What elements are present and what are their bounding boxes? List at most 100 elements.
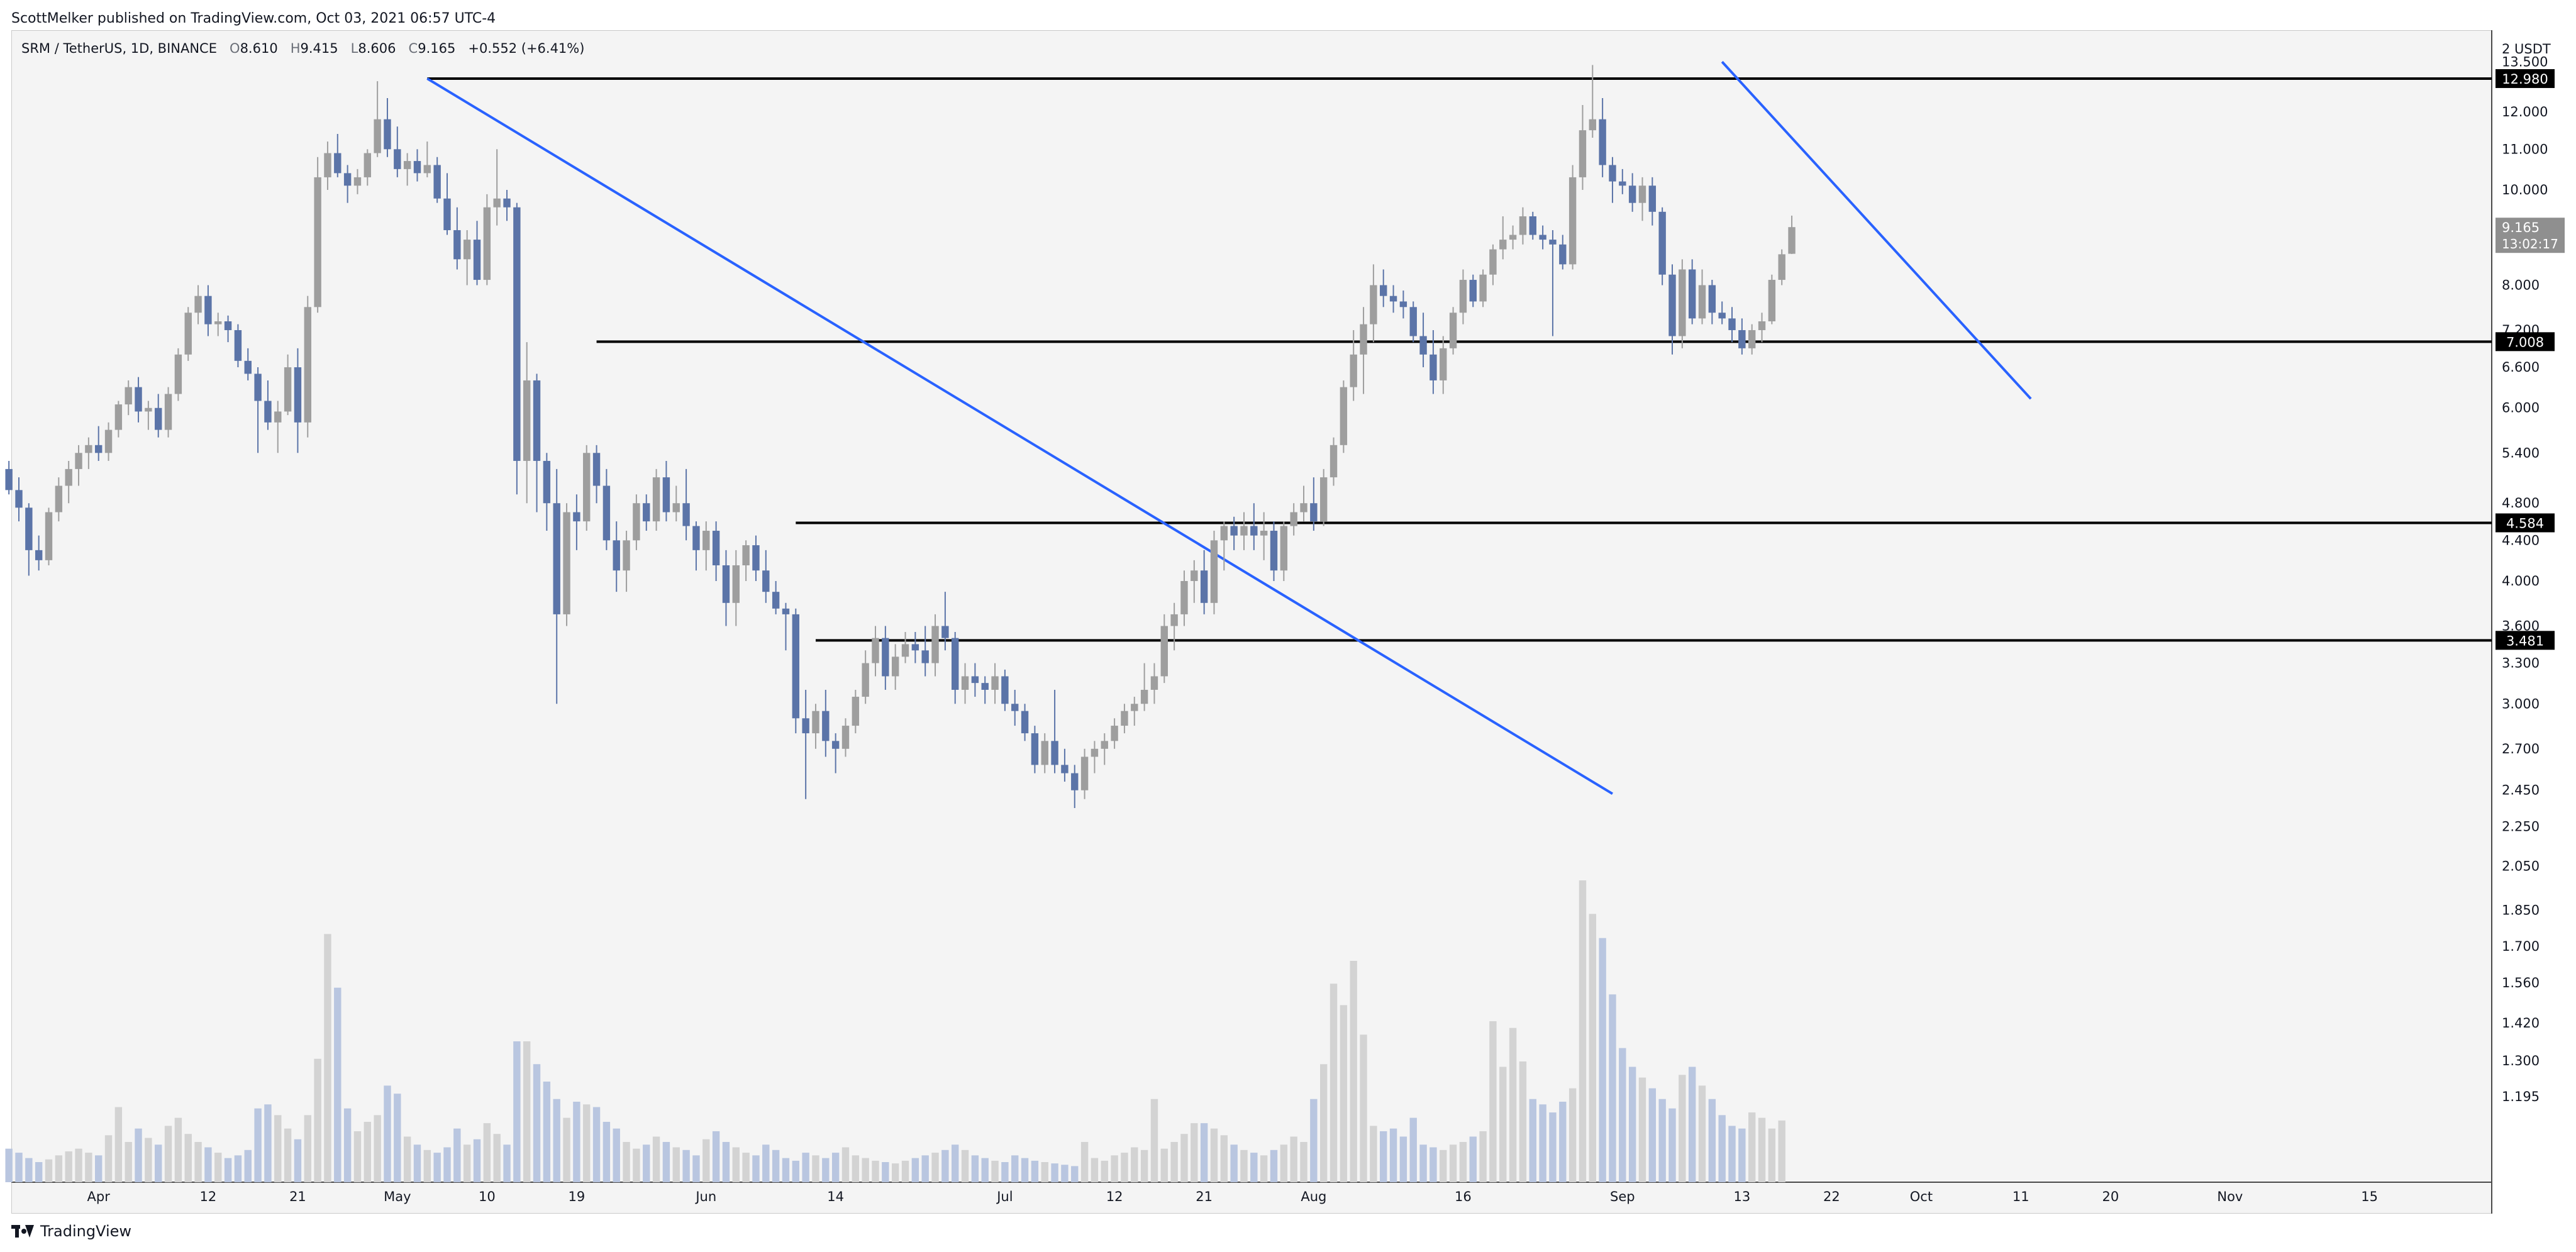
candle[interactable] xyxy=(643,494,650,531)
candle[interactable] xyxy=(45,507,53,565)
candle[interactable] xyxy=(573,494,580,550)
candle[interactable] xyxy=(1061,748,1069,782)
candle[interactable] xyxy=(812,704,819,749)
candle[interactable] xyxy=(523,342,531,504)
candle[interactable] xyxy=(1031,726,1039,773)
candle[interactable] xyxy=(1380,269,1387,307)
candle[interactable] xyxy=(423,141,431,177)
candle[interactable] xyxy=(1260,512,1268,560)
candle[interactable] xyxy=(1051,690,1058,773)
candle[interactable] xyxy=(1698,269,1706,324)
candle[interactable] xyxy=(602,468,611,550)
candle[interactable] xyxy=(334,134,341,177)
candle[interactable] xyxy=(314,157,321,313)
candle[interactable] xyxy=(712,521,720,581)
candle[interactable] xyxy=(304,296,311,438)
candle[interactable] xyxy=(1738,318,1746,355)
candle[interactable] xyxy=(413,149,421,182)
candle[interactable] xyxy=(1290,503,1297,536)
candle[interactable] xyxy=(1210,531,1218,614)
candle[interactable] xyxy=(623,531,630,592)
candle[interactable] xyxy=(274,401,282,453)
candle[interactable] xyxy=(453,207,461,270)
candle[interactable] xyxy=(772,580,780,614)
candle[interactable] xyxy=(872,626,879,677)
candle[interactable] xyxy=(1758,313,1766,343)
candle[interactable] xyxy=(1370,264,1377,343)
candle[interactable] xyxy=(1499,216,1507,260)
candle[interactable] xyxy=(1718,301,1726,324)
candle[interactable] xyxy=(433,157,441,203)
candle[interactable] xyxy=(1330,437,1338,486)
candle[interactable] xyxy=(145,401,152,430)
candle[interactable] xyxy=(1011,690,1019,726)
candle[interactable] xyxy=(911,631,919,663)
candle[interactable] xyxy=(971,663,979,697)
candle[interactable] xyxy=(1350,330,1357,401)
candle[interactable] xyxy=(682,468,690,541)
candle[interactable] xyxy=(1230,516,1238,550)
candle[interactable] xyxy=(1449,307,1457,355)
candle[interactable] xyxy=(862,650,869,704)
candle[interactable] xyxy=(1628,173,1636,212)
candle[interactable] xyxy=(1071,765,1079,809)
candle[interactable] xyxy=(792,608,800,734)
candle[interactable] xyxy=(1220,521,1228,571)
candle[interactable] xyxy=(114,401,123,438)
candle[interactable] xyxy=(1589,65,1596,138)
candle[interactable] xyxy=(702,521,710,571)
candle[interactable] xyxy=(104,422,113,461)
candle[interactable] xyxy=(1708,280,1716,324)
candle[interactable] xyxy=(1440,336,1447,394)
candle[interactable] xyxy=(1140,663,1148,711)
candle[interactable] xyxy=(194,285,202,324)
candle[interactable] xyxy=(473,221,481,285)
candle[interactable] xyxy=(463,230,471,285)
chart-pane[interactable] xyxy=(11,30,2492,1214)
trendline[interactable] xyxy=(1721,60,2032,400)
candle[interactable] xyxy=(1131,697,1138,726)
candle[interactable] xyxy=(652,468,660,531)
candle[interactable] xyxy=(1489,244,1497,285)
candle[interactable] xyxy=(672,485,680,522)
candle[interactable] xyxy=(1101,733,1108,765)
candle[interactable] xyxy=(1111,718,1118,749)
candle[interactable] xyxy=(592,445,601,504)
candle[interactable] xyxy=(394,126,401,177)
candle[interactable] xyxy=(1319,468,1328,526)
candle[interactable] xyxy=(35,535,43,571)
candle[interactable] xyxy=(921,626,929,677)
candle[interactable] xyxy=(1270,521,1278,581)
candle[interactable] xyxy=(1409,301,1417,343)
candle[interactable] xyxy=(513,202,521,495)
candle[interactable] xyxy=(1519,207,1527,245)
candle[interactable] xyxy=(901,631,909,663)
candle[interactable] xyxy=(1121,704,1128,734)
candle[interactable] xyxy=(55,477,63,522)
candle[interactable] xyxy=(961,663,969,704)
price-axis[interactable]: 2 USDT13.50012.00011.00010.0008.0007.200… xyxy=(2502,42,2551,1104)
candle[interactable] xyxy=(1748,324,1756,355)
candle[interactable] xyxy=(1658,207,1666,285)
candle[interactable] xyxy=(374,81,381,157)
candle[interactable] xyxy=(164,387,172,438)
candle[interactable] xyxy=(1638,177,1646,221)
candle[interactable] xyxy=(174,348,182,401)
candle[interactable] xyxy=(732,550,740,626)
candle[interactable] xyxy=(952,631,959,704)
candle[interactable] xyxy=(1021,704,1029,741)
candle[interactable] xyxy=(981,676,989,704)
candle[interactable] xyxy=(1430,330,1437,394)
candle[interactable] xyxy=(94,426,103,461)
candle[interactable] xyxy=(384,97,391,157)
candle[interactable] xyxy=(503,190,511,221)
candle[interactable] xyxy=(1529,211,1536,240)
candle[interactable] xyxy=(1599,97,1606,177)
candle[interactable] xyxy=(1091,741,1099,773)
candle[interactable] xyxy=(1788,215,1796,254)
candle[interactable] xyxy=(1041,733,1048,773)
candle[interactable] xyxy=(1509,225,1517,250)
candle[interactable] xyxy=(931,614,939,677)
candle[interactable] xyxy=(1399,291,1407,319)
candle[interactable] xyxy=(1389,285,1397,313)
